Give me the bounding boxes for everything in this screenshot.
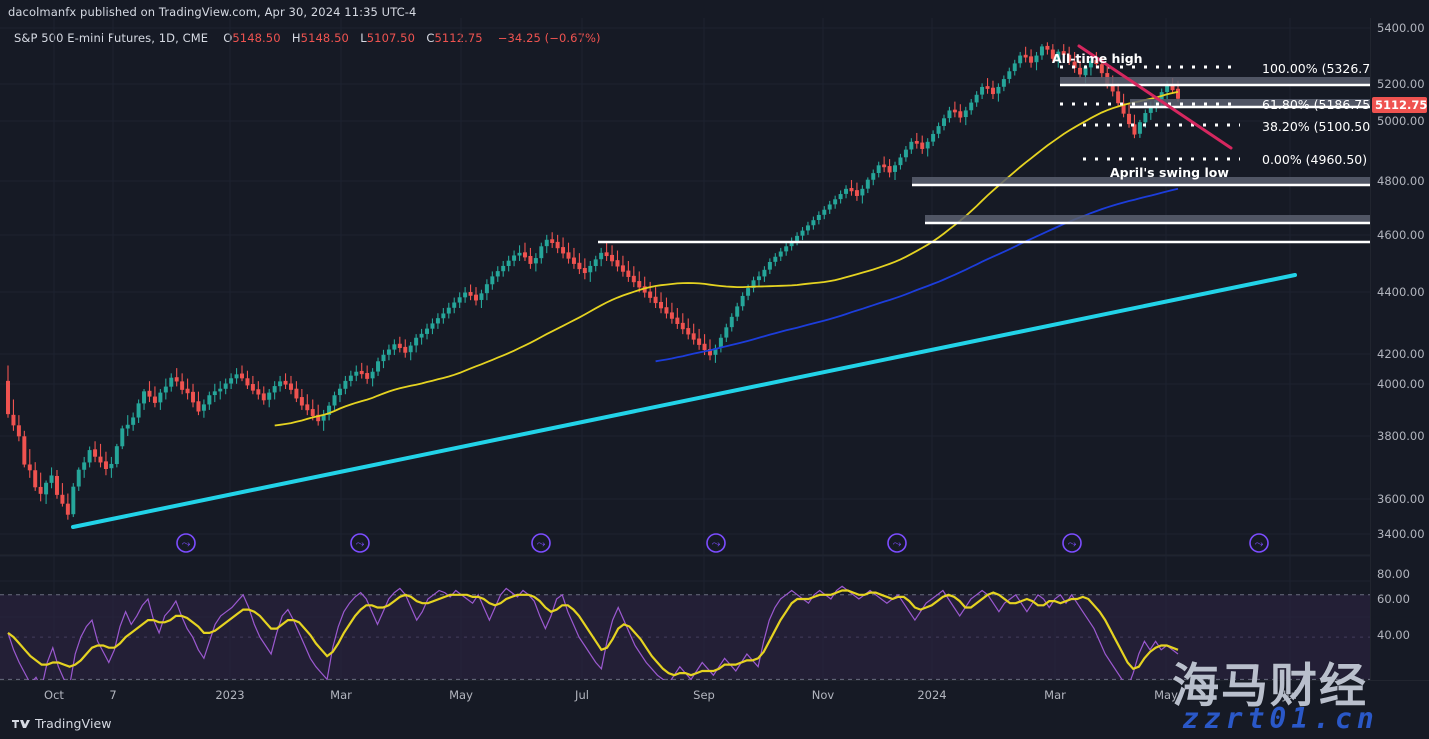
current-price-badge: 5112.75 — [1372, 97, 1427, 113]
fib-level-label-1: 61.80% (5186.75) — [1262, 97, 1376, 112]
high-key: H — [291, 31, 301, 45]
price-axis[interactable]: 5400.00 5200.00 5000.00 4800.00 4600.00 4400.… — [1370, 18, 1429, 698]
price-tick-label: 5000.00 — [1377, 114, 1425, 128]
time-axis[interactable]: Oct 7 2023 Mar May Jul Sep Nov 2024 Mar May Jul — [0, 680, 1429, 709]
svg-text:⤳: ⤳ — [1068, 537, 1077, 550]
candlestick-series — [6, 42, 1180, 520]
earnings-marker-0[interactable]: ⤳ — [176, 533, 196, 553]
fib-level-label-2: 38.20% (5100.50) — [1262, 119, 1376, 134]
time-tick-label: Sep — [693, 688, 715, 702]
sr-resistance-1-band — [1060, 77, 1370, 85]
fib-level-label-0: 100.00% (5326.75) — [1262, 61, 1384, 76]
time-tick-label: Jul — [575, 688, 589, 702]
price-tick-label: 4400.00 — [1377, 285, 1425, 299]
earnings-marker-6[interactable]: ⤳ — [1249, 533, 1269, 553]
price-tick-label: 5200.00 — [1377, 77, 1425, 91]
all-time-high-label: All-time high — [1052, 51, 1143, 66]
event-markers[interactable]: ⤳ ⤳ ⤳ ⤳ ⤳ ⤳ ⤳ — [176, 533, 1269, 553]
time-tick-label: 7 — [109, 688, 117, 702]
price-tick-label: 3600.00 — [1377, 492, 1425, 506]
time-tick-label: Jul — [1283, 688, 1297, 702]
symbol-label: S&P 500 E-mini Futures, 1D, CME — [14, 31, 209, 45]
time-tick-label: Nov — [811, 688, 835, 702]
time-tick-label: 2023 — [215, 688, 245, 702]
time-tick-label: Oct — [44, 688, 64, 702]
sr-support-1-band — [912, 177, 1370, 185]
price-tick-label: 4200.00 — [1377, 347, 1425, 361]
publish-attribution: dacolmanfx published on TradingView.com,… — [8, 5, 417, 19]
svg-text:⤳: ⤳ — [893, 537, 902, 550]
rsi-line — [7, 585, 1179, 690]
tradingview-brand: TradingView — [12, 716, 112, 731]
time-tick-label: 2024 — [917, 688, 947, 702]
earnings-marker-4[interactable]: ⤳ — [887, 533, 907, 553]
time-tick-label: Mar — [330, 688, 352, 702]
trendlines[interactable] — [71, 44, 1297, 529]
april-swing-low-label: April's swing low — [1110, 165, 1229, 180]
price-tick-label: 3800.00 — [1377, 429, 1425, 443]
time-tick-label: May — [1154, 688, 1178, 702]
ma-fast-line — [274, 91, 1179, 427]
time-tick-label: Mar — [1044, 688, 1066, 702]
chart-footer: TradingView — [0, 708, 1429, 739]
open-value: 5148.50 — [232, 31, 281, 45]
support-resistance-lines[interactable] — [598, 77, 1370, 244]
low-value: 5107.50 — [366, 31, 416, 45]
price-tick-label: 4600.00 — [1377, 228, 1425, 242]
time-tick-label: May — [449, 688, 473, 702]
earnings-marker-5[interactable]: ⤳ — [1062, 533, 1082, 553]
price-tick-label: 4000.00 — [1377, 377, 1425, 391]
close-value: 5112.75 — [434, 31, 483, 45]
fib-level-label-3: 0.00% (4960.50) — [1262, 152, 1368, 167]
change-value: −34.25 (−0.67%) — [497, 31, 601, 45]
rsi-tick-label: 40.00 — [1377, 628, 1410, 642]
descending-trendline — [1077, 44, 1233, 150]
earnings-marker-1[interactable]: ⤳ — [350, 533, 370, 553]
low-key: L — [360, 31, 367, 45]
ma-slow-line — [655, 187, 1179, 363]
price-tick-label: 4800.00 — [1377, 174, 1425, 188]
svg-text:⤳: ⤳ — [1255, 537, 1264, 550]
chart-svg: ⤳ ⤳ ⤳ ⤳ ⤳ ⤳ ⤳ — [0, 18, 1370, 698]
svg-text:⤳: ⤳ — [537, 537, 546, 550]
rsi-tick-label: 60.00 — [1377, 592, 1410, 606]
sr-resistance-2-band — [1130, 99, 1370, 107]
high-value: 5148.50 — [300, 31, 349, 45]
price-tick-label: 5400.00 — [1377, 21, 1425, 35]
price-plot-area[interactable]: ⤳ ⤳ ⤳ ⤳ ⤳ ⤳ ⤳ — [0, 18, 1370, 698]
tradingview-logo-icon — [12, 719, 30, 728]
price-tick-label: 3400.00 — [1377, 527, 1425, 541]
svg-text:⤳: ⤳ — [182, 537, 191, 550]
tradingview-brand-label: TradingView — [35, 716, 112, 731]
rsi-band-fill — [0, 594, 1370, 680]
earnings-marker-2[interactable]: ⤳ — [531, 533, 551, 553]
fibonacci-retracement[interactable] — [1060, 65, 1240, 161]
chart-legend: S&P 500 E-mini Futures, 1D, CME O5148.50… — [14, 31, 601, 45]
rsi-tick-label: 80.00 — [1377, 567, 1410, 581]
ascending-trendline — [71, 273, 1297, 529]
earnings-marker-3[interactable]: ⤳ — [706, 533, 726, 553]
open-key: O — [223, 31, 233, 45]
sr-support-2-band — [925, 215, 1370, 223]
svg-text:⤳: ⤳ — [356, 537, 365, 550]
rsi-ma-line — [7, 589, 1179, 677]
close-key: C — [426, 31, 435, 45]
rsi-pane — [0, 554, 1370, 690]
svg-text:⤳: ⤳ — [712, 537, 721, 550]
